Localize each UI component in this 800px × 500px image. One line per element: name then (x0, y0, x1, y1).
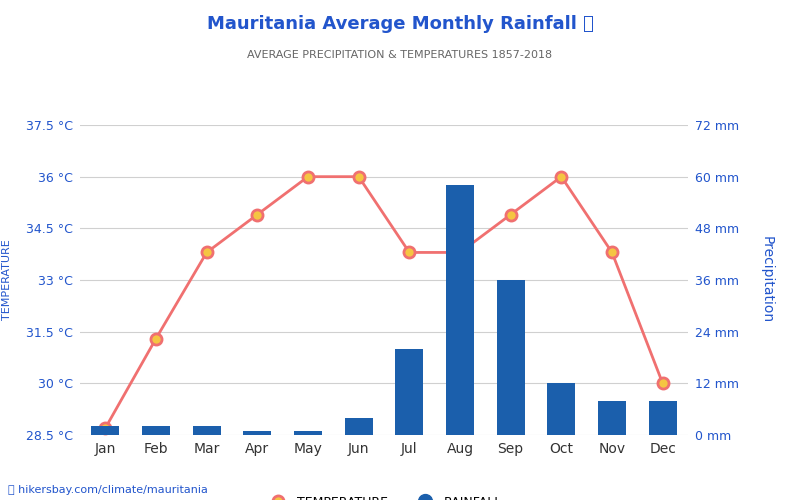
Text: 📍 hikersbay.com/climate/mauritania: 📍 hikersbay.com/climate/mauritania (8, 485, 208, 495)
Y-axis label: Precipitation: Precipitation (760, 236, 774, 324)
Bar (243, 430, 271, 435)
Bar (497, 280, 525, 435)
Text: Mauritania Average Monthly Rainfall 🌧: Mauritania Average Monthly Rainfall 🌧 (206, 15, 594, 33)
Text: AVERAGE PRECIPITATION & TEMPERATURES 1857-2018: AVERAGE PRECIPITATION & TEMPERATURES 185… (247, 50, 553, 60)
Bar (91, 426, 119, 435)
Bar (547, 384, 575, 435)
Bar (395, 349, 423, 435)
Legend: TEMPERATURE, RAINFALL: TEMPERATURE, RAINFALL (261, 491, 507, 500)
Bar (142, 426, 170, 435)
Bar (294, 430, 322, 435)
Y-axis label: TEMPERATURE: TEMPERATURE (2, 240, 12, 320)
Bar (345, 418, 373, 435)
Bar (649, 400, 677, 435)
Bar (446, 186, 474, 435)
Bar (598, 400, 626, 435)
Bar (193, 426, 221, 435)
